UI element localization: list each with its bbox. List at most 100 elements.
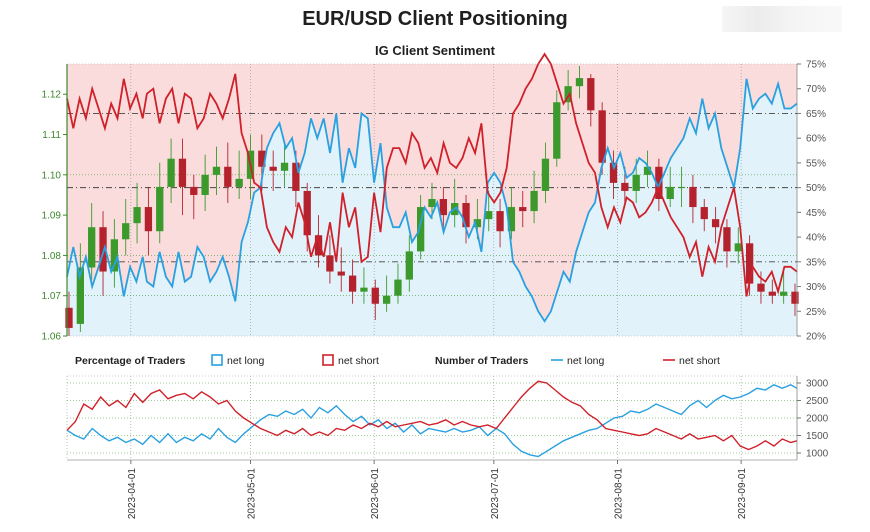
pct-net-short-line: [66, 52, 798, 297]
candle-body: [780, 291, 788, 296]
legend-num-header: Number of Traders: [435, 355, 529, 367]
candle-body: [122, 223, 130, 240]
candle-body: [201, 174, 209, 195]
number-lines: [66, 380, 798, 458]
price-panel-axes: [66, 63, 798, 337]
legend: Percentage of Traders net long net short…: [75, 354, 720, 367]
price-tick-label: 1.12: [42, 90, 62, 101]
percent-tick-label: 30%: [806, 282, 826, 293]
percent-tick-label: 40%: [806, 233, 826, 244]
candle-body: [541, 158, 550, 191]
candle-body: [269, 166, 277, 171]
percent-tick-label: 70%: [806, 84, 826, 95]
candle-body: [666, 186, 674, 199]
legend-net-long-box: [211, 354, 223, 366]
candle-body: [473, 219, 482, 228]
candle-body: [677, 186, 686, 188]
candle-body: [144, 207, 153, 232]
blurred-watermark: [722, 6, 842, 32]
candle-body: [235, 178, 243, 187]
candle-body: [609, 162, 618, 183]
candle-body: [76, 267, 84, 324]
percent-tick-label: 65%: [806, 109, 826, 120]
percent-tick-label: 75%: [806, 60, 826, 71]
candle-body: [485, 211, 493, 220]
candle-body: [133, 207, 141, 224]
candle-body: [326, 255, 334, 272]
candle-body: [723, 227, 731, 252]
price-tick-label: 1.06: [42, 332, 62, 343]
number-tick-label: 2000: [806, 414, 829, 425]
price-tick-label: 1.11: [42, 130, 61, 141]
candle-body: [405, 251, 413, 280]
percent-tick-label: 20%: [806, 332, 826, 343]
candle-body: [598, 110, 606, 163]
candle-body: [167, 158, 175, 187]
percent-tick-label: 35%: [806, 257, 826, 268]
price-axis-ticks: 1.06 1.07 1.08 1.09 1.10 1.11 1.12: [42, 90, 67, 343]
candle-body: [360, 287, 368, 292]
percent-tick-label: 50%: [806, 183, 826, 194]
date-tick-label: 2023-08-01: [613, 468, 624, 520]
chart-title: EUR/USD Client Positioning: [302, 8, 568, 30]
candle-body: [178, 158, 187, 187]
percentage-lines: [66, 52, 798, 323]
pct-net-long-line: [66, 78, 798, 323]
candle-body: [439, 198, 447, 216]
candle-body: [768, 291, 776, 296]
candle-body: [258, 150, 266, 167]
candle-body: [292, 162, 300, 191]
candle-body: [190, 186, 198, 195]
candle-body: [564, 86, 572, 103]
candle-body: [428, 198, 436, 208]
candle-body: [496, 211, 504, 232]
percent-axis-ticks: 20% 25% 30% 35% 40% 45% 50% 55% 60% 65% 70% 75%: [797, 60, 826, 343]
candle-body: [575, 78, 584, 87]
price-tick-label: 1.08: [42, 251, 62, 262]
legend-num-net-long: net long: [567, 355, 605, 367]
legend-num-net-short: net short: [679, 355, 720, 367]
candle-body: [348, 275, 357, 292]
number-panel-axes: [66, 375, 798, 461]
candle-body: [371, 287, 379, 304]
candle-body: [224, 166, 232, 187]
number-panel-grid: [67, 376, 797, 460]
num-net-short-line: [66, 380, 798, 451]
number-axis-ticks: 1000 1500 2000 2500 3000: [797, 379, 829, 460]
candle-body: [791, 291, 799, 304]
candle-body: [530, 190, 538, 212]
candle-body: [519, 207, 527, 212]
candle-body: [394, 279, 402, 296]
candle-body: [314, 235, 323, 256]
candle-body: [745, 243, 754, 284]
candle-body: [417, 207, 425, 252]
candle-body: [280, 162, 289, 171]
candle-body: [757, 283, 765, 292]
number-tick-label: 1500: [806, 431, 829, 442]
price-tick-label: 1.07: [42, 291, 62, 302]
date-tick-label: 2023-05-01: [246, 468, 257, 520]
candle-body: [587, 78, 595, 111]
percent-tick-label: 45%: [806, 208, 826, 219]
candle-body: [655, 166, 663, 199]
percent-tick-label: 55%: [806, 158, 826, 169]
candle-body: [88, 227, 96, 268]
candle-body: [156, 186, 164, 232]
candle-body: [110, 239, 119, 272]
candle-body: [621, 182, 629, 191]
candle-body: [65, 307, 73, 328]
candle-body: [337, 271, 345, 276]
candle-body: [303, 190, 311, 236]
candle-body: [382, 295, 391, 304]
legend-pct-header: Percentage of Traders: [75, 355, 185, 367]
date-tick-label: 2023-04-01: [127, 468, 138, 520]
candle-body: [99, 227, 107, 272]
num-net-long-line: [66, 384, 798, 458]
price-tick-label: 1.09: [42, 211, 62, 222]
date-tick-label: 2023-09-01: [737, 468, 748, 520]
number-tick-label: 3000: [806, 379, 829, 390]
candle-body: [700, 207, 708, 220]
percent-tick-label: 60%: [806, 134, 826, 145]
candle-body: [212, 166, 221, 175]
